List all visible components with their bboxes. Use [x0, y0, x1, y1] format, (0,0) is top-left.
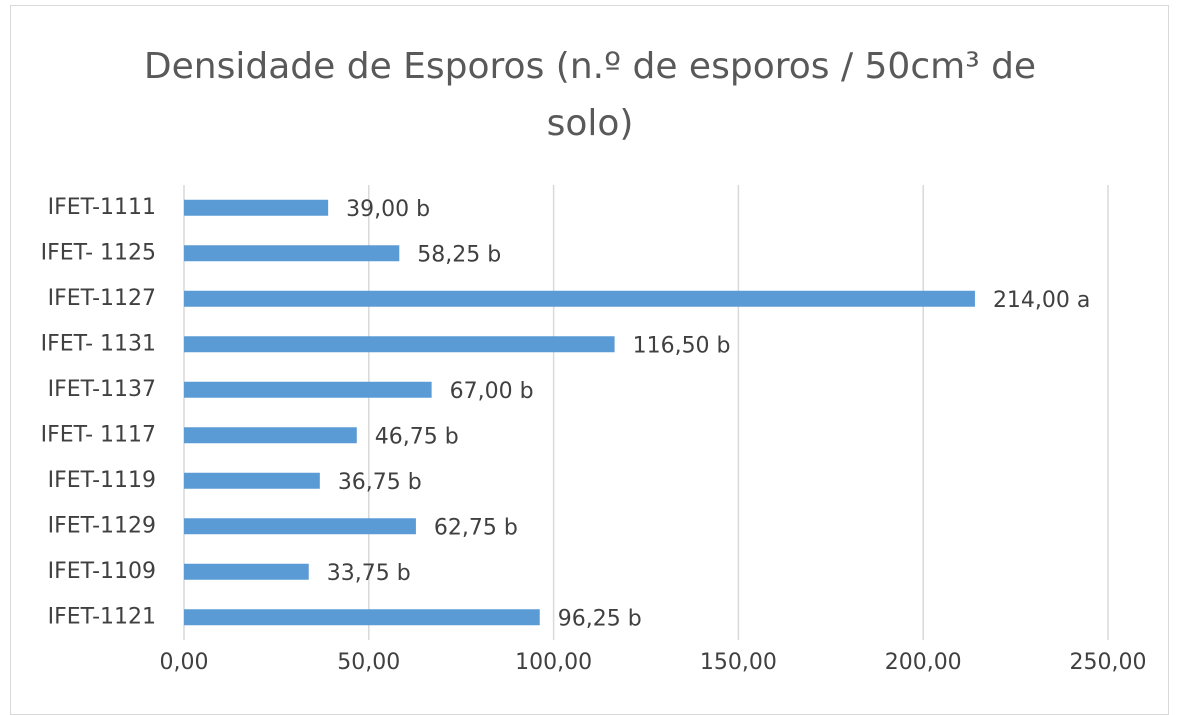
y-tick-label: IFET-1137 [48, 377, 156, 402]
bar [184, 427, 357, 444]
y-tick-label: IFET- 1131 [41, 331, 156, 356]
bar [184, 336, 615, 353]
x-tick-label: 250,00 [1070, 650, 1147, 675]
bar [184, 381, 432, 398]
y-tick-label: IFET-1121 [48, 604, 156, 629]
y-tick-label: IFET-1127 [48, 286, 156, 311]
bar [184, 563, 309, 580]
bar [184, 518, 416, 535]
y-tick-label: IFET-1111 [48, 195, 156, 220]
y-tick-label: IFET- 1125 [41, 240, 156, 265]
data-label: 36,75 b [338, 470, 422, 495]
y-tick-label: IFET-1129 [48, 513, 156, 538]
data-label: 33,75 b [327, 561, 411, 586]
x-tick-label: 0,00 [160, 650, 209, 675]
data-label: 96,25 b [558, 606, 642, 631]
bar [184, 290, 975, 307]
data-label: 116,50 b [633, 333, 731, 358]
y-tick-label: IFET-1119 [48, 468, 156, 493]
bar [184, 245, 400, 262]
y-tick-label: IFET- 1117 [41, 422, 156, 447]
y-tick-label: IFET-1109 [48, 559, 156, 584]
x-tick-label: 200,00 [885, 650, 962, 675]
data-label: 214,00 a [993, 288, 1090, 313]
bar [184, 609, 540, 626]
x-tick-label: 100,00 [515, 650, 592, 675]
bar [184, 472, 320, 489]
data-label: 39,00 b [346, 197, 430, 222]
bar [184, 199, 329, 216]
data-label: 46,75 b [375, 424, 459, 449]
data-label: 67,00 b [450, 379, 534, 404]
x-tick-label: 50,00 [337, 650, 400, 675]
data-label: 58,25 b [417, 242, 501, 267]
chart-title: Densidade de Esporos (n.º de esporos / 5… [143, 46, 1037, 144]
x-tick-label: 150,00 [700, 650, 777, 675]
data-label: 62,75 b [434, 515, 518, 540]
